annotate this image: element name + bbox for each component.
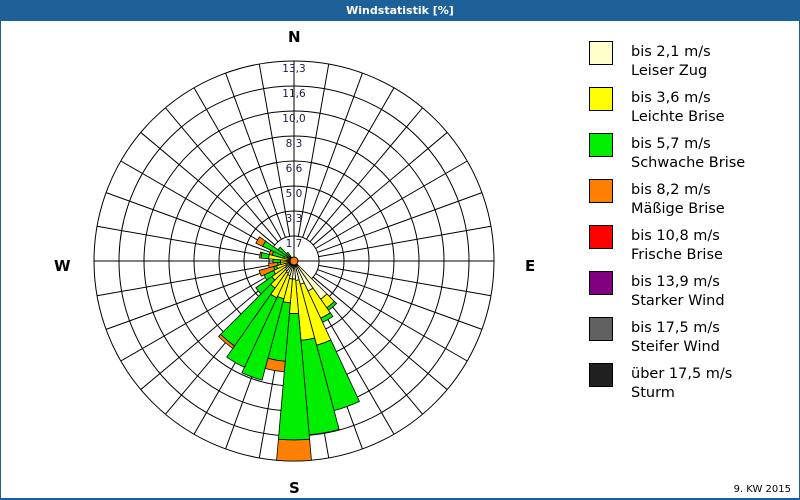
legend-speed: bis 2,1 m/s [631,44,711,60]
compass-east: E [525,257,536,275]
radial-tick-label: 10,0 [282,113,305,125]
window-title: Windstatistik [%] [0,0,800,21]
legend-swatch [589,133,613,157]
legend-label: bis 10,8 m/s Frische Brise [631,227,723,265]
compass-north: N [288,28,301,46]
rose-segment [241,295,285,381]
radial-tick-label: 3,3 [286,213,303,225]
legend-description: Steifer Wind [631,339,720,355]
rose-segment [259,251,263,259]
legend-swatch [589,271,613,295]
rose-segment [226,293,278,368]
legend-swatch [589,317,613,341]
legend-speed: bis 13,9 m/s [631,274,720,290]
legend-speed: bis 3,6 m/s [631,90,711,106]
rose-segment [255,236,267,247]
legend-swatch [589,87,613,111]
legend-speed: bis 5,7 m/s [631,136,711,152]
legend-label: bis 8,2 m/s Mäßige Brise [631,181,725,219]
rose-segment [268,262,279,269]
legend-swatch [589,363,613,387]
legend-description: Schwache Brise [631,155,746,171]
legend-label: bis 5,7 m/s Schwache Brise [631,135,745,173]
radial-tick-label: 13,3 [282,63,305,75]
legend-speed: bis 10,8 m/s [631,228,720,244]
legend-label: bis 17,5 m/s Steifer Wind [631,319,720,357]
legend-description: Sturm [631,385,675,401]
legend-speed: bis 8,2 m/s [631,182,711,198]
week-label: 9. KW 2015 [733,484,791,495]
compass-south: S [289,479,300,497]
compass-west: W [54,257,71,275]
rose-segment [255,275,276,295]
rose-segment [217,333,236,350]
radial-tick-label: 6,6 [286,163,303,175]
rose-segment [276,438,312,462]
legend-label: bis 13,9 m/s Starker Wind [631,273,725,311]
radial-tick-label: 11,6 [282,88,306,100]
legend-description: Starker Wind [631,293,725,309]
legend-speed: über 17,5 m/s [631,366,733,382]
radial-tick-label: 5,0 [286,188,303,200]
chart-panel: 1,7 3,3 5,0 6,6 8,3 10,0 11,6 13,3 N E S W bis … [1,21,799,498]
rose-segment [260,251,270,260]
wind-rose-chart: 1,7 3,3 5,0 6,6 8,3 10,0 11,6 13,3 [93,60,495,462]
radial-tick-label: 8,3 [286,138,303,150]
legend-description: Leichte Brise [631,109,725,125]
legend-label: über 17,5 m/s Sturm [631,365,732,403]
rose-segment [258,265,276,277]
legend-speed: bis 17,5 m/s [631,320,720,336]
rose-segment [277,246,291,259]
radial-tick-label: 1,7 [286,238,303,250]
legend-description: Leiser Zug [631,63,708,79]
legend-label: bis 3,6 m/s Leichte Brise [631,89,725,127]
legend-description: Mäßige Brise [631,201,725,217]
legend-swatch [589,179,613,203]
legend-swatch [589,225,613,249]
legend-description: Frische Brise [631,247,723,263]
legend-label: bis 2,1 m/s Leiser Zug [631,43,711,81]
legend-swatch [589,41,613,65]
rose-segment [285,251,292,258]
